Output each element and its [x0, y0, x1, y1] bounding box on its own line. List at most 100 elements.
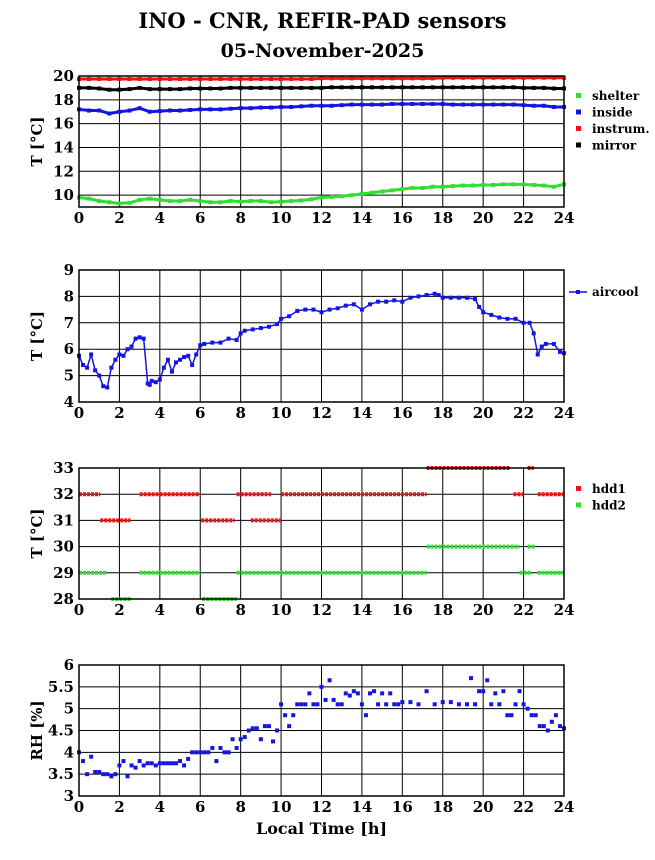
data-point	[248, 106, 253, 111]
data-point	[410, 85, 415, 90]
x-tick-label: 14	[351, 404, 372, 422]
data-point	[460, 75, 465, 80]
x-tick-label: 8	[235, 601, 245, 619]
data-point	[268, 76, 273, 81]
data-point	[198, 199, 203, 204]
data-point	[113, 772, 118, 777]
data-point	[238, 331, 243, 336]
data-point	[299, 85, 304, 90]
data-point	[380, 691, 385, 696]
y-axis-label: RH [%]	[28, 700, 46, 760]
data-point	[521, 75, 526, 80]
y-axis-label: T [°C]	[28, 508, 46, 558]
data-point	[541, 103, 546, 108]
data-point	[109, 774, 114, 779]
y-tick-label: 28	[53, 590, 74, 608]
data-point	[505, 316, 510, 321]
data-point	[481, 85, 486, 90]
data-point	[440, 85, 445, 90]
data-point	[188, 107, 193, 112]
data-point	[248, 199, 253, 204]
data-point	[390, 85, 395, 90]
data-point	[107, 111, 112, 116]
x-tick-label: 2	[114, 404, 124, 422]
data-point	[551, 184, 556, 189]
x-tick-label: 20	[473, 404, 494, 422]
data-point	[501, 182, 506, 187]
data-point	[238, 199, 243, 204]
data-point	[448, 700, 453, 705]
data-point	[121, 759, 126, 764]
x-tick-label: 2	[114, 798, 124, 816]
legend-label: hdd1	[592, 482, 626, 496]
data-point	[228, 106, 233, 111]
data-point	[228, 85, 233, 90]
data-point	[481, 182, 486, 187]
data-point	[343, 691, 348, 696]
data-point	[349, 102, 354, 107]
x-tick-label: 24	[554, 209, 575, 227]
x-tick-label: 10	[271, 209, 292, 227]
data-point	[545, 728, 550, 733]
data-point	[87, 76, 92, 81]
data-point	[145, 761, 150, 766]
data-point	[551, 341, 556, 346]
data-point	[339, 76, 344, 81]
data-point	[149, 761, 154, 766]
y-tick-label: 31	[53, 511, 74, 529]
data-point	[198, 343, 203, 348]
data-point	[174, 360, 178, 365]
data-point	[188, 86, 193, 91]
x-tick-label: 10	[271, 601, 292, 619]
x-tick-label: 24	[554, 798, 575, 816]
data-point	[557, 724, 562, 729]
data-point	[481, 310, 486, 315]
x-tick-label: 6	[195, 404, 205, 422]
data-point	[145, 381, 150, 386]
data-point	[380, 189, 385, 194]
data-point	[477, 304, 482, 309]
data-point	[410, 76, 415, 81]
data-point	[299, 76, 304, 81]
data-point	[178, 759, 183, 764]
data-point	[182, 355, 187, 360]
data-point	[299, 702, 304, 707]
data-point	[384, 299, 389, 304]
data-point	[511, 85, 516, 90]
data-point	[178, 199, 183, 204]
data-point	[351, 689, 356, 694]
y-tick-label: 6	[64, 340, 74, 358]
data-point	[161, 761, 166, 766]
data-point	[147, 109, 152, 114]
y-tick-label: 3	[64, 787, 74, 805]
data-point	[420, 85, 425, 90]
data-point	[347, 693, 352, 698]
data-point	[370, 85, 375, 90]
series-rh	[77, 676, 566, 779]
x-tick-label: 8	[235, 798, 245, 816]
data-point	[167, 199, 172, 204]
data-point	[198, 76, 203, 81]
data-point	[279, 702, 284, 707]
data-point	[331, 697, 336, 702]
data-point	[315, 702, 320, 707]
legend-marker	[576, 142, 581, 148]
data-point	[491, 102, 496, 107]
y-tick-label: 4	[64, 393, 74, 411]
data-point	[359, 702, 364, 707]
x-tick-label: 12	[311, 601, 332, 619]
data-point	[553, 713, 558, 718]
data-point	[505, 713, 510, 718]
data-point	[384, 702, 389, 707]
data-point	[161, 365, 166, 370]
data-point	[329, 103, 334, 108]
data-point	[107, 76, 112, 81]
data-point	[214, 759, 219, 764]
data-point	[339, 85, 344, 90]
data-point	[531, 182, 536, 187]
y-tick-label: 8	[64, 287, 74, 305]
data-point	[531, 103, 536, 108]
data-point	[537, 724, 542, 729]
